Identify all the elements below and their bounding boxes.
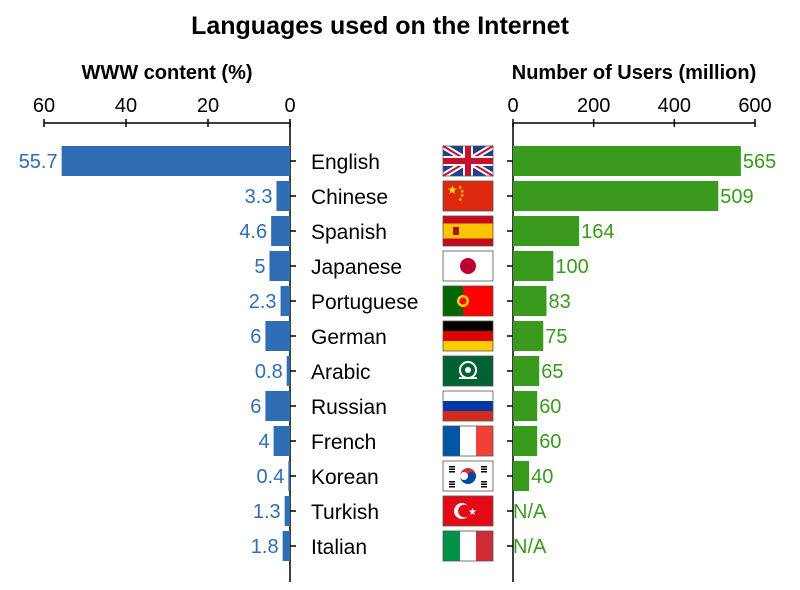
users-label: N/A [513,501,547,523]
users-label: 40 [531,466,553,488]
china-flag-icon: ★ ★★★★ [442,180,494,212]
right-tick-label: 400 [658,95,691,117]
users-bar-russian [513,391,538,421]
users-bar-korean [513,461,530,491]
language-label: Spanish [311,221,387,244]
www-content-label: 1.3 [253,501,281,523]
www-content-label: 4.6 [239,221,267,243]
users-label: 60 [539,396,561,418]
www-content-label: 2.3 [249,291,277,313]
users-bar-portuguese [513,286,547,316]
svg-text:★: ★ [460,193,465,199]
korea-flag-icon [442,460,494,492]
uk-flag-icon [441,143,495,179]
www-content-bar-korean [288,461,290,491]
users-bar-french [513,426,538,456]
japan-flag-icon [442,250,494,282]
right-axis-title: Number of Users (million) [512,62,756,84]
www-content-bar-french [273,426,290,456]
users-label: 83 [548,291,570,313]
www-content-label: 0.8 [255,361,283,383]
language-label: Russian [311,396,387,419]
spain-flag-icon [442,215,494,247]
users-label: N/A [513,536,547,558]
language-label: English [311,151,380,174]
www-content-label: 6 [250,396,261,418]
users-bar-chinese [513,181,719,211]
users-label: 164 [581,221,614,243]
users-bar-arabic [513,356,540,386]
www-content-bar-chinese [276,181,290,211]
users-label: 65 [541,361,563,383]
language-label: Chinese [311,186,388,209]
www-content-bar-arabic [286,356,290,386]
users-label: 509 [720,186,753,208]
language-label: German [311,326,387,349]
svg-text:★: ★ [447,183,458,197]
www-content-bar-portuguese [280,286,290,316]
www-content-bar-russian [265,391,290,421]
www-content-bar-english [61,146,290,176]
www-content-label: 1.8 [251,536,279,558]
left-axis-title: WWW content (%) [81,62,252,84]
svg-text:★: ★ [468,507,477,518]
chart-title: Languages used on the Internet [191,12,569,40]
right-tick-label: 200 [577,95,610,117]
users-label: 75 [545,326,567,348]
language-label: Portuguese [311,291,418,314]
users-bar-german [513,321,544,351]
users-label: 100 [555,256,588,278]
www-content-label: 3.3 [245,186,273,208]
www-content-bar-german [265,321,290,351]
portugal-flag-icon [442,285,494,317]
turkey-flag-icon: ★ [442,495,494,527]
svg-text:★: ★ [458,197,463,203]
www-content-label: 0.4 [257,466,285,488]
www-content-bar-spanish [271,216,290,246]
left-tick-label: 60 [33,95,55,117]
left-tick-label: 0 [284,95,295,117]
language-label: Italian [311,536,367,559]
www-content-bar-turkish [284,496,290,526]
svg-text:★: ★ [460,189,465,195]
germany-flag-icon [442,320,494,352]
russia-flag-icon [442,390,494,422]
left-tick-label: 40 [115,95,137,117]
www-content-bar-japanese [269,251,290,281]
right-tick-label: 0 [507,95,518,117]
arab-league-flag-icon [442,355,494,387]
users-label: 60 [539,431,561,453]
www-content-label: 4 [258,431,269,453]
svg-text:★: ★ [458,185,463,191]
www-content-bar-italian [282,531,290,561]
language-label: Arabic [311,361,371,384]
language-label: Korean [311,466,379,489]
users-bar-spanish [513,216,580,246]
www-content-label: 6 [250,326,261,348]
users-bar-japanese [513,251,554,281]
users-label: 565 [743,151,776,173]
users-bar-english [513,146,741,176]
www-content-label: 55.7 [19,151,58,173]
www-content-label: 5 [254,256,265,278]
right-tick-label: 600 [738,95,771,117]
language-label: Japanese [311,256,402,279]
language-label: Turkish [311,501,379,524]
italy-flag-icon [442,530,494,562]
language-label: French [311,431,376,454]
france-flag-icon [442,425,494,457]
left-tick-label: 20 [197,95,219,117]
